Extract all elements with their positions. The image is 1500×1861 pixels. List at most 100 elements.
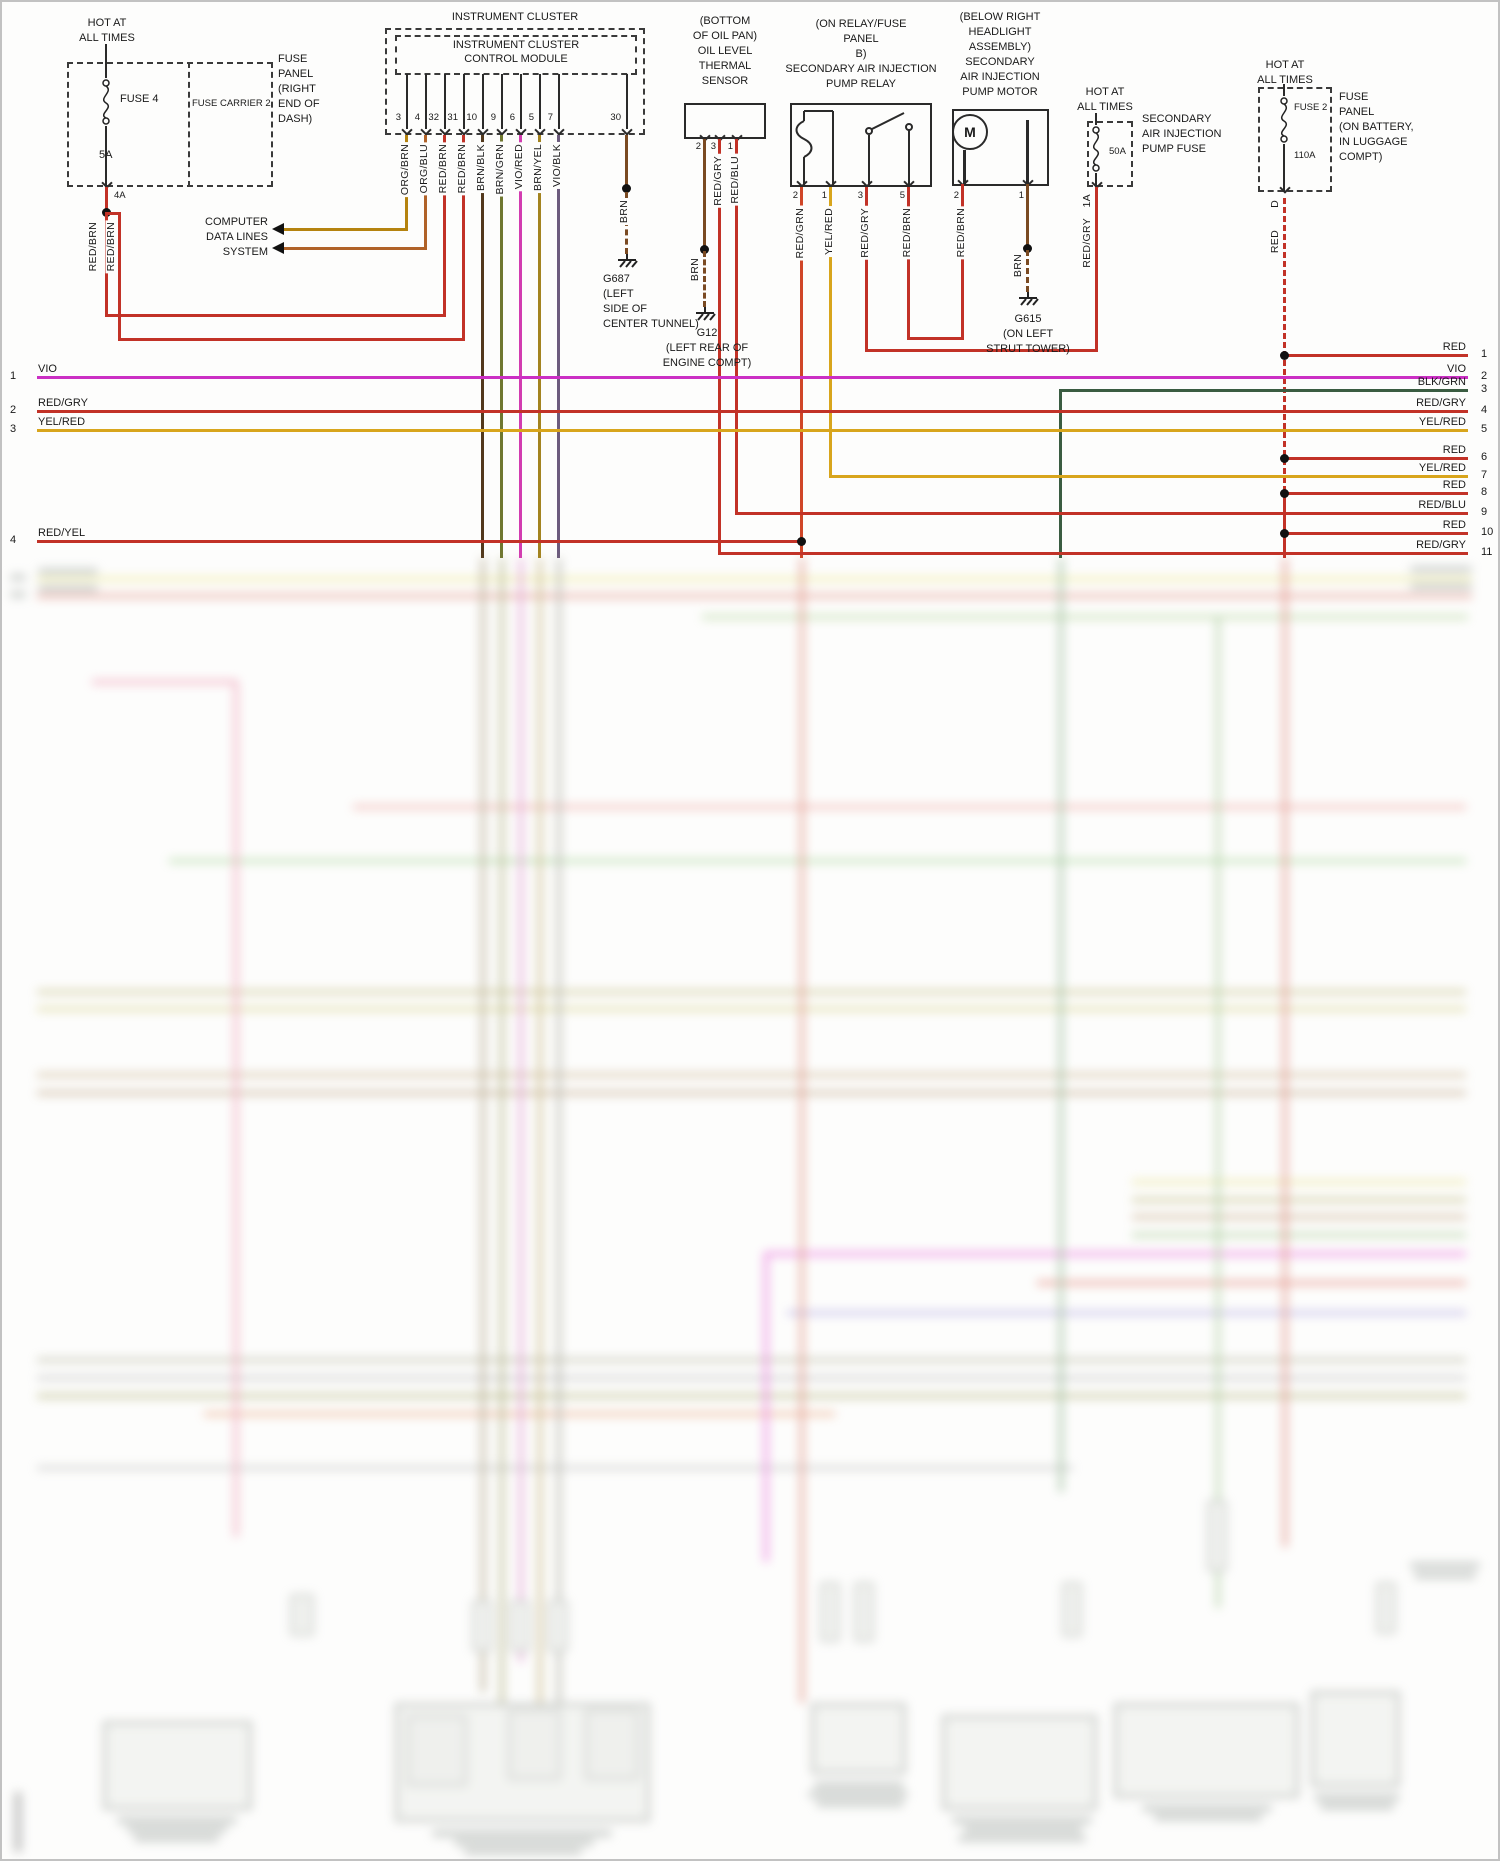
blurred-diagram-region	[2, 558, 1498, 1859]
wire-row-number: 10	[1481, 526, 1494, 538]
blur-shape	[353, 805, 1466, 809]
ground-name: G12	[696, 327, 718, 339]
wire-row-number: 7	[1481, 469, 1488, 481]
wire-label: RED/GRN	[794, 206, 806, 261]
wire-label: BRN	[689, 258, 701, 282]
wire	[406, 74, 408, 129]
wire	[462, 135, 465, 341]
blur-shape	[538, 558, 542, 1703]
blur-component	[811, 1703, 906, 1774]
blur-connector	[548, 1600, 568, 1652]
panel-note: DASH)	[278, 113, 313, 125]
wire	[105, 212, 121, 215]
blur-connector	[1207, 1500, 1227, 1572]
fuse-note: SECONDARY	[1142, 113, 1212, 125]
wire	[718, 139, 721, 555]
component-name: OIL LEVEL	[697, 45, 753, 57]
wire	[558, 74, 560, 129]
blur-shape	[37, 1091, 1466, 1095]
panel-note: PANEL	[278, 68, 314, 80]
wire	[444, 74, 446, 129]
wire	[1059, 389, 1468, 392]
blur-text	[10, 574, 26, 581]
blur-shape	[1216, 615, 1220, 1608]
blur-text	[958, 1835, 1086, 1842]
blur-text	[1410, 1562, 1480, 1569]
pin-number: 2	[695, 141, 701, 152]
computer-data-label: DATA LINES	[206, 231, 268, 243]
terminal-label: 4A	[114, 190, 126, 201]
wire	[105, 44, 107, 78]
blur-watermark	[14, 1792, 22, 1852]
pin-number: 1	[821, 190, 827, 201]
wire-row-label: RED	[1442, 479, 1466, 491]
blur-shape	[1132, 1215, 1466, 1219]
blur-component	[407, 1715, 467, 1786]
pin-number: 2	[953, 190, 959, 201]
blur-shape	[37, 594, 1472, 598]
wire	[482, 74, 484, 129]
fuse-panel-box	[67, 62, 273, 187]
wire	[1095, 187, 1098, 352]
panel-note: COMPT)	[1339, 151, 1383, 163]
wire	[1285, 354, 1468, 357]
wire-label: RED/GRY	[859, 206, 871, 260]
blur-text	[38, 568, 98, 575]
panel-note: IN LUGGAGE	[1339, 136, 1408, 148]
blur-connector	[820, 1582, 840, 1642]
wire	[703, 251, 706, 307]
component-note: OF OIL PAN)	[692, 30, 758, 42]
blur-connector	[510, 1600, 530, 1652]
wire	[735, 512, 1468, 515]
data-line-arrow-icon	[272, 223, 284, 235]
wire	[1026, 184, 1029, 248]
fuse-amps: 110A	[1294, 150, 1316, 161]
blur-text	[134, 1835, 219, 1842]
oil-sensor-box	[684, 103, 766, 139]
wire	[735, 139, 738, 515]
blur-component	[942, 1715, 1097, 1810]
component-note: (BELOW RIGHT	[959, 11, 1041, 23]
wire-label: VIO/RED	[513, 142, 525, 192]
wire	[1283, 198, 1286, 492]
component-name: PUMP RELAY	[826, 78, 896, 90]
blur-shape	[92, 680, 237, 684]
pin-number: 2	[792, 190, 798, 201]
pin-number: 31	[447, 112, 458, 123]
wire-row-label: BLK/GRN	[1417, 376, 1466, 388]
wire	[625, 135, 628, 188]
wire-row-number: 3	[1481, 383, 1488, 395]
wire	[539, 74, 541, 129]
wire	[961, 184, 964, 340]
pump-fuse-box	[1087, 121, 1133, 187]
blur-text	[1414, 1572, 1476, 1579]
blur-shape	[37, 1466, 1073, 1470]
blur-component	[1114, 1703, 1299, 1798]
blur-text	[1410, 583, 1472, 590]
wire	[865, 187, 868, 352]
blur-text	[964, 1826, 1082, 1833]
blur-component	[585, 1709, 639, 1780]
wire	[443, 135, 446, 317]
blur-shape	[1132, 1180, 1466, 1184]
blur-shape	[500, 558, 504, 1703]
ground-location: (LEFT REAR OF	[665, 342, 749, 354]
motor-symbol: M	[952, 114, 988, 150]
fuse-symbol	[1092, 126, 1100, 172]
wire	[37, 540, 803, 543]
junction-dot	[1280, 489, 1289, 498]
wire	[481, 135, 484, 558]
wire-label: RED/BRN	[105, 220, 117, 274]
pin-number: 6	[509, 112, 515, 123]
ground-symbol-g12	[696, 307, 716, 321]
wire	[538, 135, 541, 558]
blur-text	[38, 585, 98, 592]
blur-shape	[764, 1252, 1466, 1256]
wire	[284, 228, 408, 231]
module-label: INSTRUMENT CLUSTER	[452, 39, 580, 51]
blur-connector	[290, 1594, 314, 1636]
ground-location: (ON LEFT	[1002, 328, 1054, 340]
pin-number: 7	[547, 112, 553, 123]
wire	[1026, 120, 1029, 184]
ground-name: G687	[603, 273, 630, 285]
